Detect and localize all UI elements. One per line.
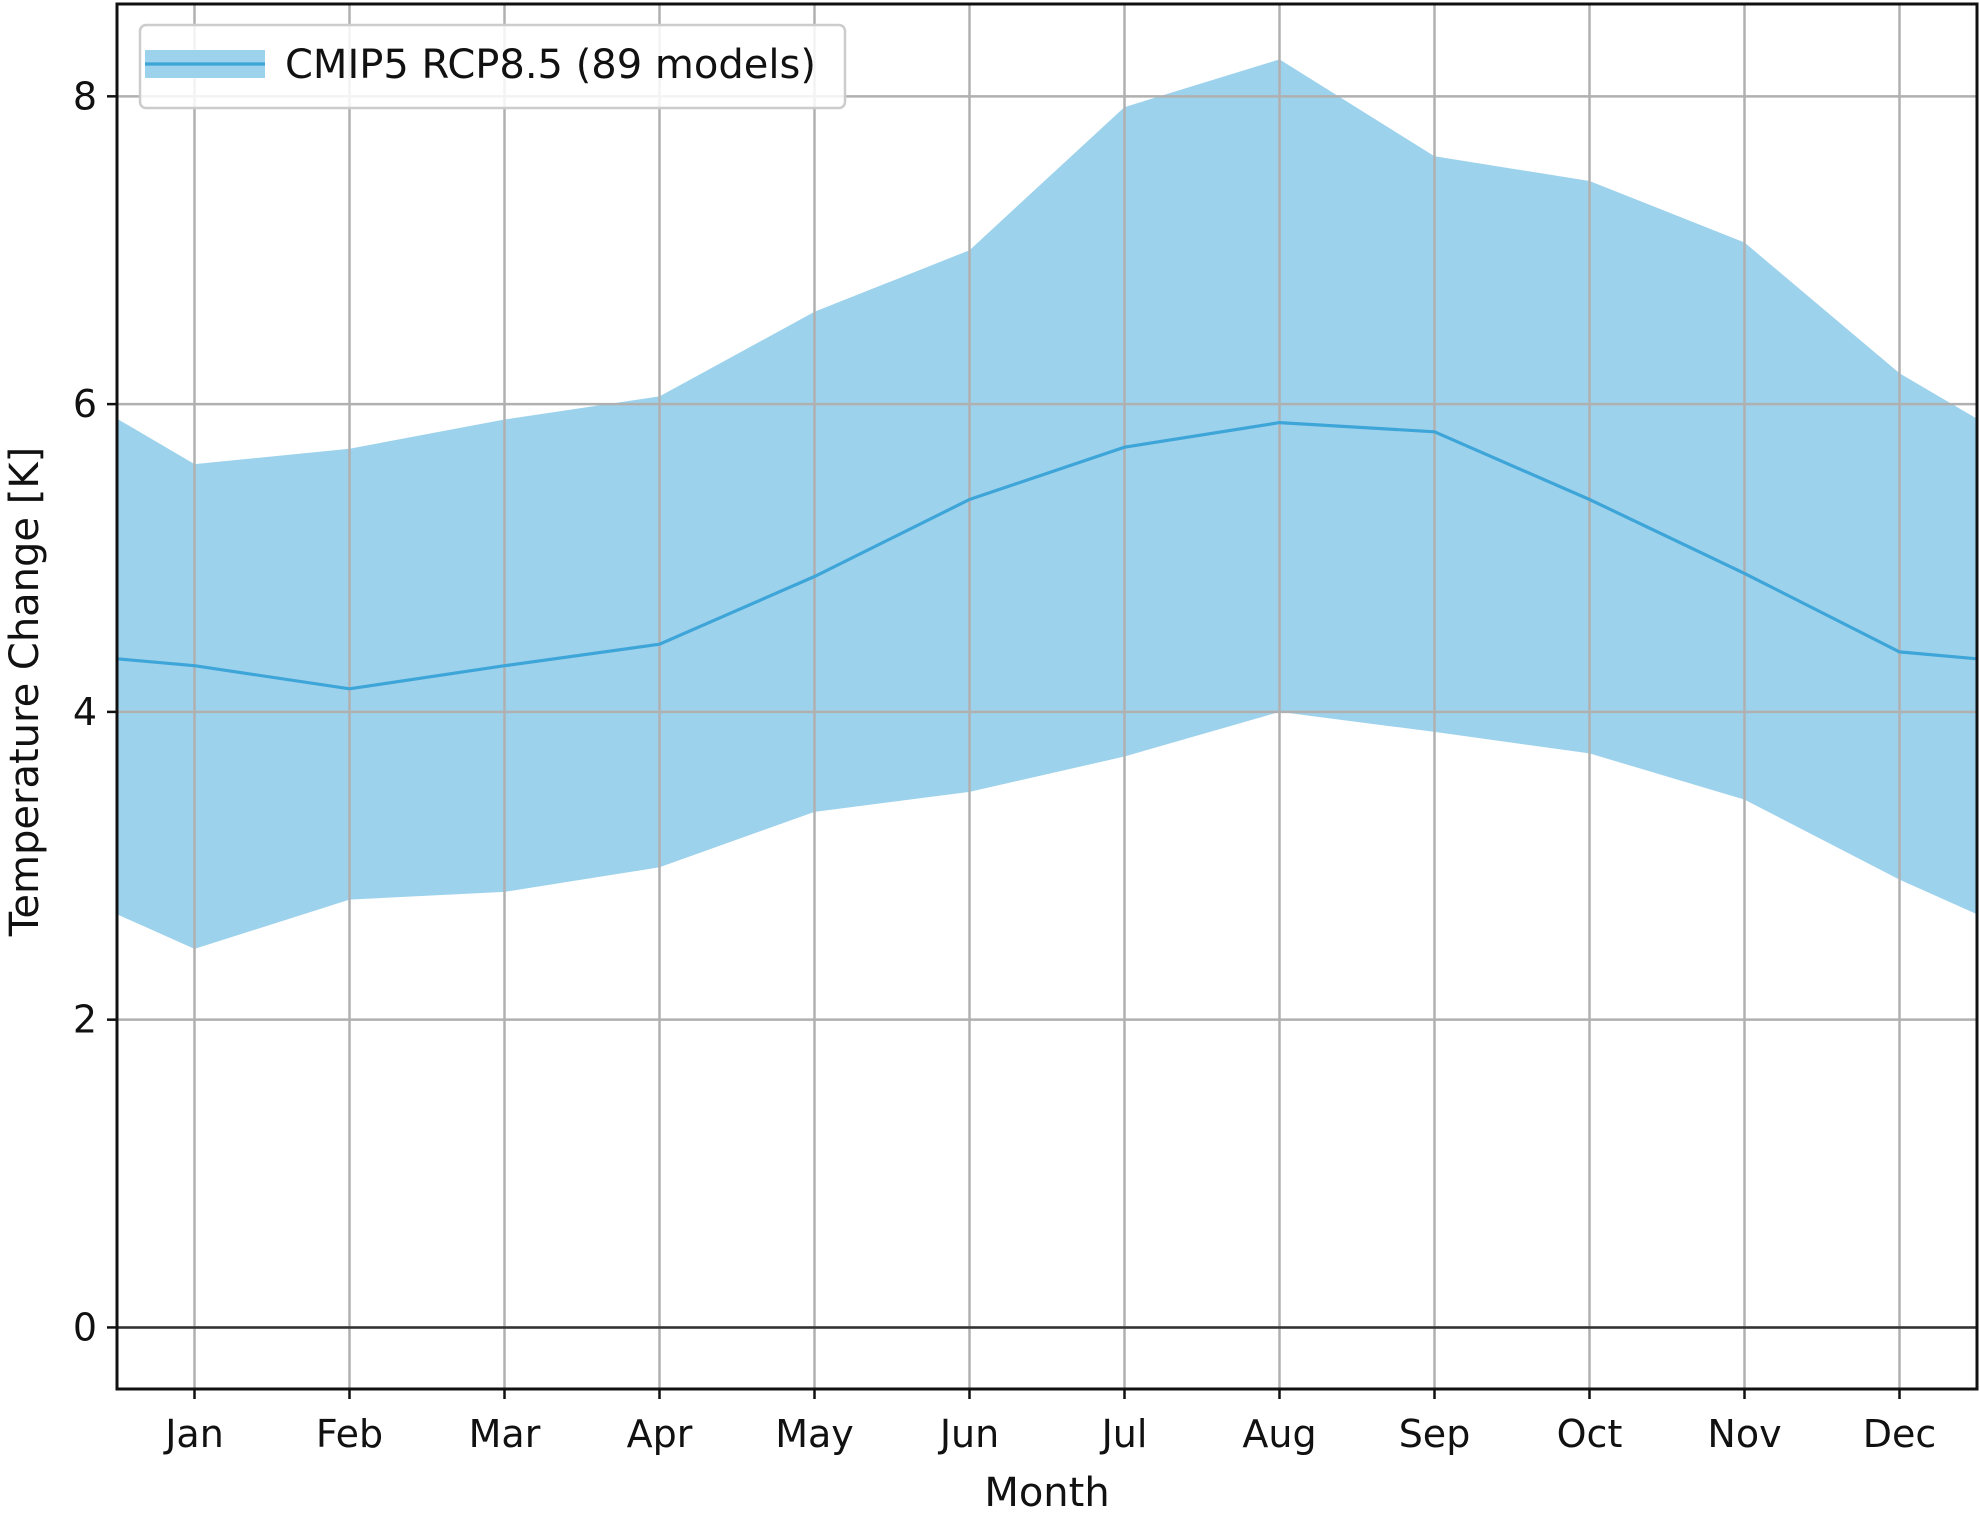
x-tick-label-dec: Dec <box>1863 1412 1937 1456</box>
model-spread-band <box>117 59 1977 949</box>
y-tick-label-4: 4 <box>73 690 97 734</box>
x-axis-label: Month <box>984 1470 1109 1516</box>
y-tick-label-6: 6 <box>73 382 97 426</box>
x-tick-label-nov: Nov <box>1707 1412 1781 1456</box>
legend: CMIP5 RCP8.5 (89 models) <box>138 23 847 110</box>
median-line <box>117 420 1977 691</box>
x-tick-label-may: May <box>775 1412 854 1456</box>
legend-box <box>138 23 847 110</box>
x-tick-label-jan: Jan <box>163 1412 224 1456</box>
y-tick-label-0: 0 <box>73 1305 97 1349</box>
x-tick-label-aug: Aug <box>1242 1412 1316 1456</box>
x-tick-label-jul: Jul <box>1100 1412 1148 1456</box>
x-tick-label-mar: Mar <box>469 1412 541 1456</box>
plot-area <box>117 4 1977 1389</box>
y-tick-label-2: 2 <box>73 998 97 1042</box>
y-tick-label-8: 8 <box>73 74 97 118</box>
x-tick-label-oct: Oct <box>1557 1412 1623 1456</box>
x-tick-label-jun: Jun <box>938 1412 999 1456</box>
x-tick-label-apr: Apr <box>627 1412 693 1456</box>
plot-frame <box>115 2 1979 1391</box>
legend-label: CMIP5 RCP8.5 (89 models) <box>285 42 816 88</box>
x-tick-label-sep: Sep <box>1399 1412 1471 1456</box>
y-axis-label: Temperature Change [K] <box>2 447 48 937</box>
x-tick-label-feb: Feb <box>316 1412 383 1456</box>
